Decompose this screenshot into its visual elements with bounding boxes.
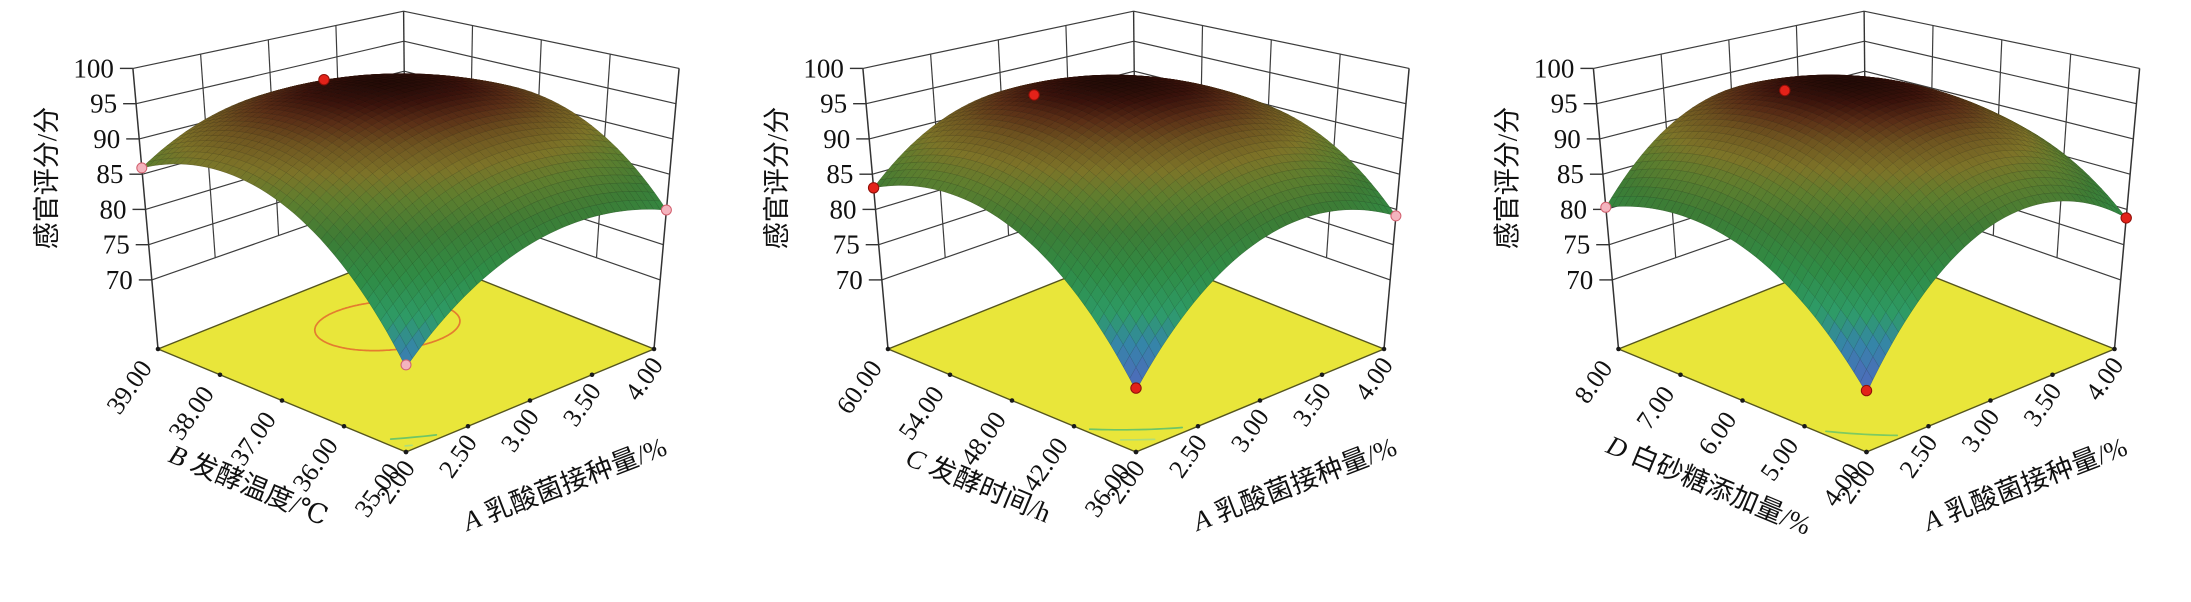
left-axis-tick-dot xyxy=(1740,398,1745,403)
z-tick-label: 70 xyxy=(1566,265,1593,295)
right-axis-tick-dot xyxy=(1926,423,1931,429)
z-axis-title: 感官评分/分 xyxy=(762,107,792,250)
left-axis-tick-label: 54.00 xyxy=(893,381,950,446)
design-points xyxy=(867,89,1402,394)
right-corner-post xyxy=(2113,68,2141,350)
z-axis: 70 75 80 85 90 95 100 感官评分/分 xyxy=(32,53,152,295)
z-axis: 70 75 80 85 90 95 100 感官评分/分 xyxy=(762,53,882,295)
design-point-left-corner xyxy=(136,162,148,174)
left-axis-tick-dot xyxy=(1133,449,1139,455)
right-axis-tick-dot xyxy=(651,346,657,352)
right-axis-tick-dot xyxy=(465,423,471,429)
response-surface xyxy=(1605,74,2127,394)
right-axis-tick-dot xyxy=(1195,423,1201,429)
contour-ring-74 xyxy=(1825,430,1899,437)
wall-grid-line xyxy=(862,10,1134,69)
response-surface xyxy=(141,73,667,368)
left-axis-tick-dot xyxy=(1616,346,1621,352)
left-axis-tick-label: 36.00 xyxy=(287,432,344,497)
contour-ring-72 xyxy=(1119,438,1156,441)
contour-ring-72 xyxy=(404,444,414,447)
left-axis-tick-dot xyxy=(1009,398,1015,403)
left-axis-tick-label: 60.00 xyxy=(831,355,888,420)
right-axis-tick-dot xyxy=(1257,398,1263,403)
left-axis-tick-dot xyxy=(403,449,409,455)
z-tick-label: 90 xyxy=(823,124,850,154)
response-surface xyxy=(873,74,1397,392)
right-axis-tick-dot xyxy=(2112,346,2117,352)
left-axis-tick-dot xyxy=(1864,449,1869,455)
left-axis-tick-label: 42.00 xyxy=(1017,432,1074,497)
z-tick-label: 95 xyxy=(90,89,117,119)
wall-grid-line xyxy=(1863,10,2140,69)
design-point-right-corner xyxy=(660,204,672,216)
z-tick-label: 90 xyxy=(93,124,120,154)
floor-contours xyxy=(1088,426,1184,441)
design-points xyxy=(136,74,672,371)
z-axis-title: 感官评分/分 xyxy=(32,107,62,250)
design-point-front-corner xyxy=(1130,382,1142,394)
left-axis-tick-dot xyxy=(341,423,347,429)
left-axis-tick-dot xyxy=(279,398,285,403)
z-tick-label: 100 xyxy=(73,53,114,83)
design-point-front-corner xyxy=(400,359,412,371)
right-corner-post xyxy=(1383,68,1410,350)
design-point-peak xyxy=(318,74,330,86)
left-axis-tick-label: 48.00 xyxy=(955,406,1012,471)
right-axis-tick-dot xyxy=(1319,372,1325,378)
left-axis-tick-label: 37.00 xyxy=(225,406,282,471)
design-point-peak xyxy=(1028,89,1040,101)
plot-root: 70 75 80 85 90 95 100 感官评分/分 60.00 54.00 48.00 42.0… xyxy=(762,10,1410,538)
z-tick-label: 95 xyxy=(820,89,847,119)
z-tick-label: 85 xyxy=(96,159,123,189)
wall-grid-line xyxy=(1593,10,1865,69)
wall-grid-line xyxy=(132,10,404,69)
design-point-left-corner xyxy=(867,182,880,194)
design-point-right-corner xyxy=(1390,210,1402,222)
left-axis-tick-dot xyxy=(155,346,161,352)
surface-plot-1: 70 75 80 85 90 95 100 感官评分/分 39.00 38.00 37.00 36.0… xyxy=(32,10,680,538)
z-tick-label: 80 xyxy=(830,194,857,224)
right-axis-tick-dot xyxy=(1381,346,1387,352)
left-axis-tick-label: 39.00 xyxy=(101,355,158,420)
plot-root: 70 75 80 85 90 95 100 感官评分/分 39.00 38.00 37.00 36.0… xyxy=(32,10,680,538)
z-tick-label: 85 xyxy=(826,159,853,189)
z-tick-label: 70 xyxy=(836,265,863,295)
wall-grid-line xyxy=(1133,10,1410,69)
contour-ring-76 xyxy=(1088,426,1184,431)
left-axis-tick-dot xyxy=(885,346,891,352)
right-axis-tick-dot xyxy=(1988,398,1993,403)
z-tick-label: 80 xyxy=(100,194,127,224)
left-axis-tick-dot xyxy=(1802,423,1807,429)
right-axis-title: A 乳酸菌接种量/% xyxy=(1187,432,1401,538)
z-tick-label: 75 xyxy=(833,230,860,260)
right-axis-title: A 乳酸菌接种量/% xyxy=(457,432,671,538)
right-axis-tick-dot xyxy=(589,372,595,378)
left-axis-tick-dot xyxy=(947,372,953,378)
z-tick-label: 70 xyxy=(106,265,133,295)
left-axis-tick-dot xyxy=(1071,423,1077,429)
left-axis-tick-dot xyxy=(217,372,223,378)
contour-ring-75 xyxy=(389,434,438,440)
left-axis-tick-dot xyxy=(1678,372,1683,378)
surface-plot-2: 70 75 80 85 90 95 100 感官评分/分 60.00 54.00 48.00 42.0… xyxy=(762,10,1410,538)
z-tick-label: 100 xyxy=(803,53,844,83)
right-axis-tick-dot xyxy=(527,398,533,403)
left-axis-tick-label: 38.00 xyxy=(163,381,220,446)
wall-grid-line xyxy=(403,10,680,69)
floor-contours xyxy=(1825,430,1899,437)
z-tick-label: 75 xyxy=(1563,230,1590,260)
z-tick-label: 75 xyxy=(103,230,130,260)
right-axis-tick-dot xyxy=(2050,372,2055,378)
